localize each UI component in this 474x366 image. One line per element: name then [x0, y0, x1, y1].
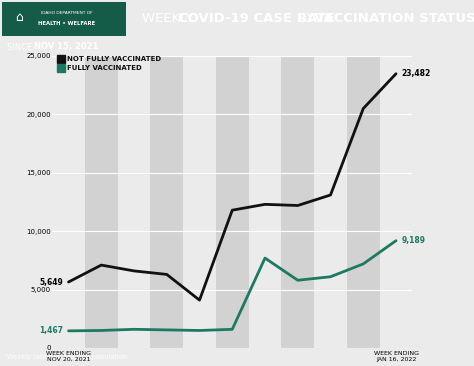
Text: VACCINATION STATUS: VACCINATION STATUS [314, 12, 474, 26]
Text: NOV 15, 2021: NOV 15, 2021 [34, 42, 99, 52]
Text: ⌂: ⌂ [15, 11, 23, 24]
Text: 1,467: 1,467 [39, 326, 63, 335]
Text: 9,189: 9,189 [401, 236, 426, 245]
Bar [85, 56, 118, 348]
Text: IDAHO DEPARTMENT OF: IDAHO DEPARTMENT OF [41, 11, 92, 15]
Bar [282, 56, 314, 348]
Bar [150, 56, 183, 348]
Text: SINCE: SINCE [7, 42, 35, 52]
Bar [347, 56, 380, 348]
Text: WEEKLY: WEEKLY [142, 12, 198, 26]
Text: HEALTH • WELFARE: HEALTH • WELFARE [38, 21, 95, 26]
FancyBboxPatch shape [2, 1, 126, 37]
Text: BY: BY [294, 12, 319, 26]
Text: 5,649: 5,649 [39, 277, 63, 287]
Legend: NOT FULLY VACCINATED, FULLY VACCINATED: NOT FULLY VACCINATED, FULLY VACCINATED [55, 54, 164, 74]
Text: 23,482: 23,482 [401, 69, 431, 78]
Bar [216, 56, 249, 348]
Text: Weekly rate per 100,000 population: Weekly rate per 100,000 population [7, 354, 128, 360]
Text: COVID-19 CASE RATE: COVID-19 CASE RATE [178, 12, 334, 26]
